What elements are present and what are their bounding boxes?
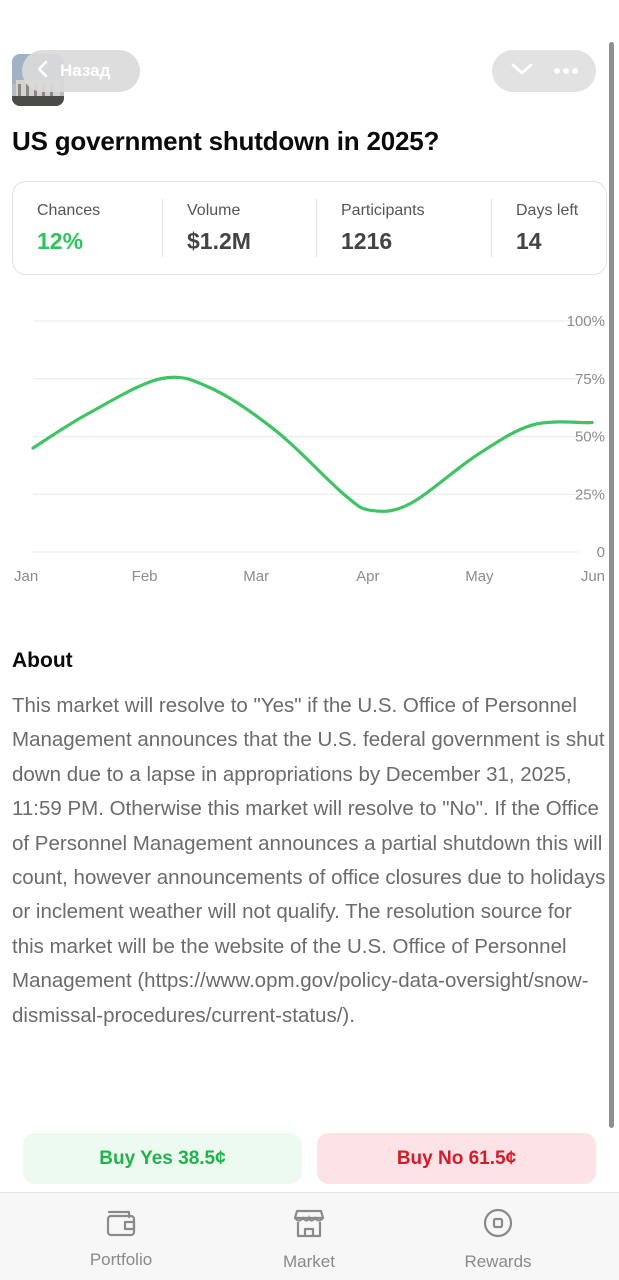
x-tick-label: Mar xyxy=(243,568,269,585)
top-actions-pill xyxy=(492,50,596,92)
stat-days-left: Days left 14 xyxy=(491,199,606,257)
more-icon[interactable] xyxy=(553,62,579,80)
x-tick-label: Jan xyxy=(14,568,38,585)
chevron-left-icon xyxy=(36,60,50,83)
stat-label: Participants xyxy=(341,201,425,219)
y-tick-label: 25% xyxy=(575,486,605,503)
nav-item-portfolio[interactable]: Portfolio xyxy=(51,1207,191,1270)
wallet-icon xyxy=(105,1207,137,1242)
y-tick-label: 0 xyxy=(597,544,605,561)
stat-value: $1.2M xyxy=(187,227,251,254)
stat-label: Volume xyxy=(187,201,241,219)
stat-participants: Participants 1216 xyxy=(316,199,491,257)
buy-no-button[interactable]: Buy No 61.5¢ xyxy=(317,1133,596,1184)
stat-value: 12% xyxy=(37,227,84,254)
chevron-down-icon[interactable] xyxy=(510,61,534,82)
buy-yes-button[interactable]: Buy Yes 38.5¢ xyxy=(23,1133,302,1184)
about-heading: About xyxy=(12,649,73,672)
rewards-icon xyxy=(482,1207,514,1244)
x-tick-label: Apr xyxy=(356,568,379,585)
page-title: US government shutdown in 2025? xyxy=(12,126,440,156)
y-tick-label: 50% xyxy=(575,429,605,446)
stat-volume: Volume $1.2M xyxy=(162,199,316,257)
about-text: This market will resolve to "Yes" if the… xyxy=(12,694,606,1027)
nav-item-market[interactable]: Market xyxy=(239,1207,379,1272)
stats-card: Chances 12% Volume $1.2M Participants 12… xyxy=(12,181,607,275)
nav-item-rewards[interactable]: Rewards xyxy=(428,1207,568,1272)
stat-label: Days left xyxy=(516,201,579,219)
stat-value: 1216 xyxy=(341,227,393,254)
x-tick-label: Jun xyxy=(581,568,605,585)
stat-value: 14 xyxy=(516,227,542,254)
y-tick-label: 100% xyxy=(567,313,605,330)
bottom-nav: Portfolio Market Rewards xyxy=(0,1192,619,1280)
nav-label: Portfolio xyxy=(89,1250,153,1269)
series-line xyxy=(31,375,594,513)
back-button[interactable]: Назад xyxy=(22,50,140,92)
y-tick-label: 75% xyxy=(575,371,605,388)
x-tick-label: Feb xyxy=(132,568,158,585)
back-label: Назад xyxy=(60,61,111,80)
stat-chances: Chances 12% xyxy=(13,199,162,257)
probability-chart: 0 25% 50% 75% 100% Jan Feb Mar Apr May Jun xyxy=(14,313,605,585)
stat-label: Chances xyxy=(37,201,101,219)
nav-label: Market xyxy=(283,1252,335,1271)
scrollbar[interactable] xyxy=(609,42,614,1128)
store-icon xyxy=(292,1207,326,1244)
nav-label: Rewards xyxy=(464,1252,532,1271)
x-tick-label: May xyxy=(465,568,494,585)
